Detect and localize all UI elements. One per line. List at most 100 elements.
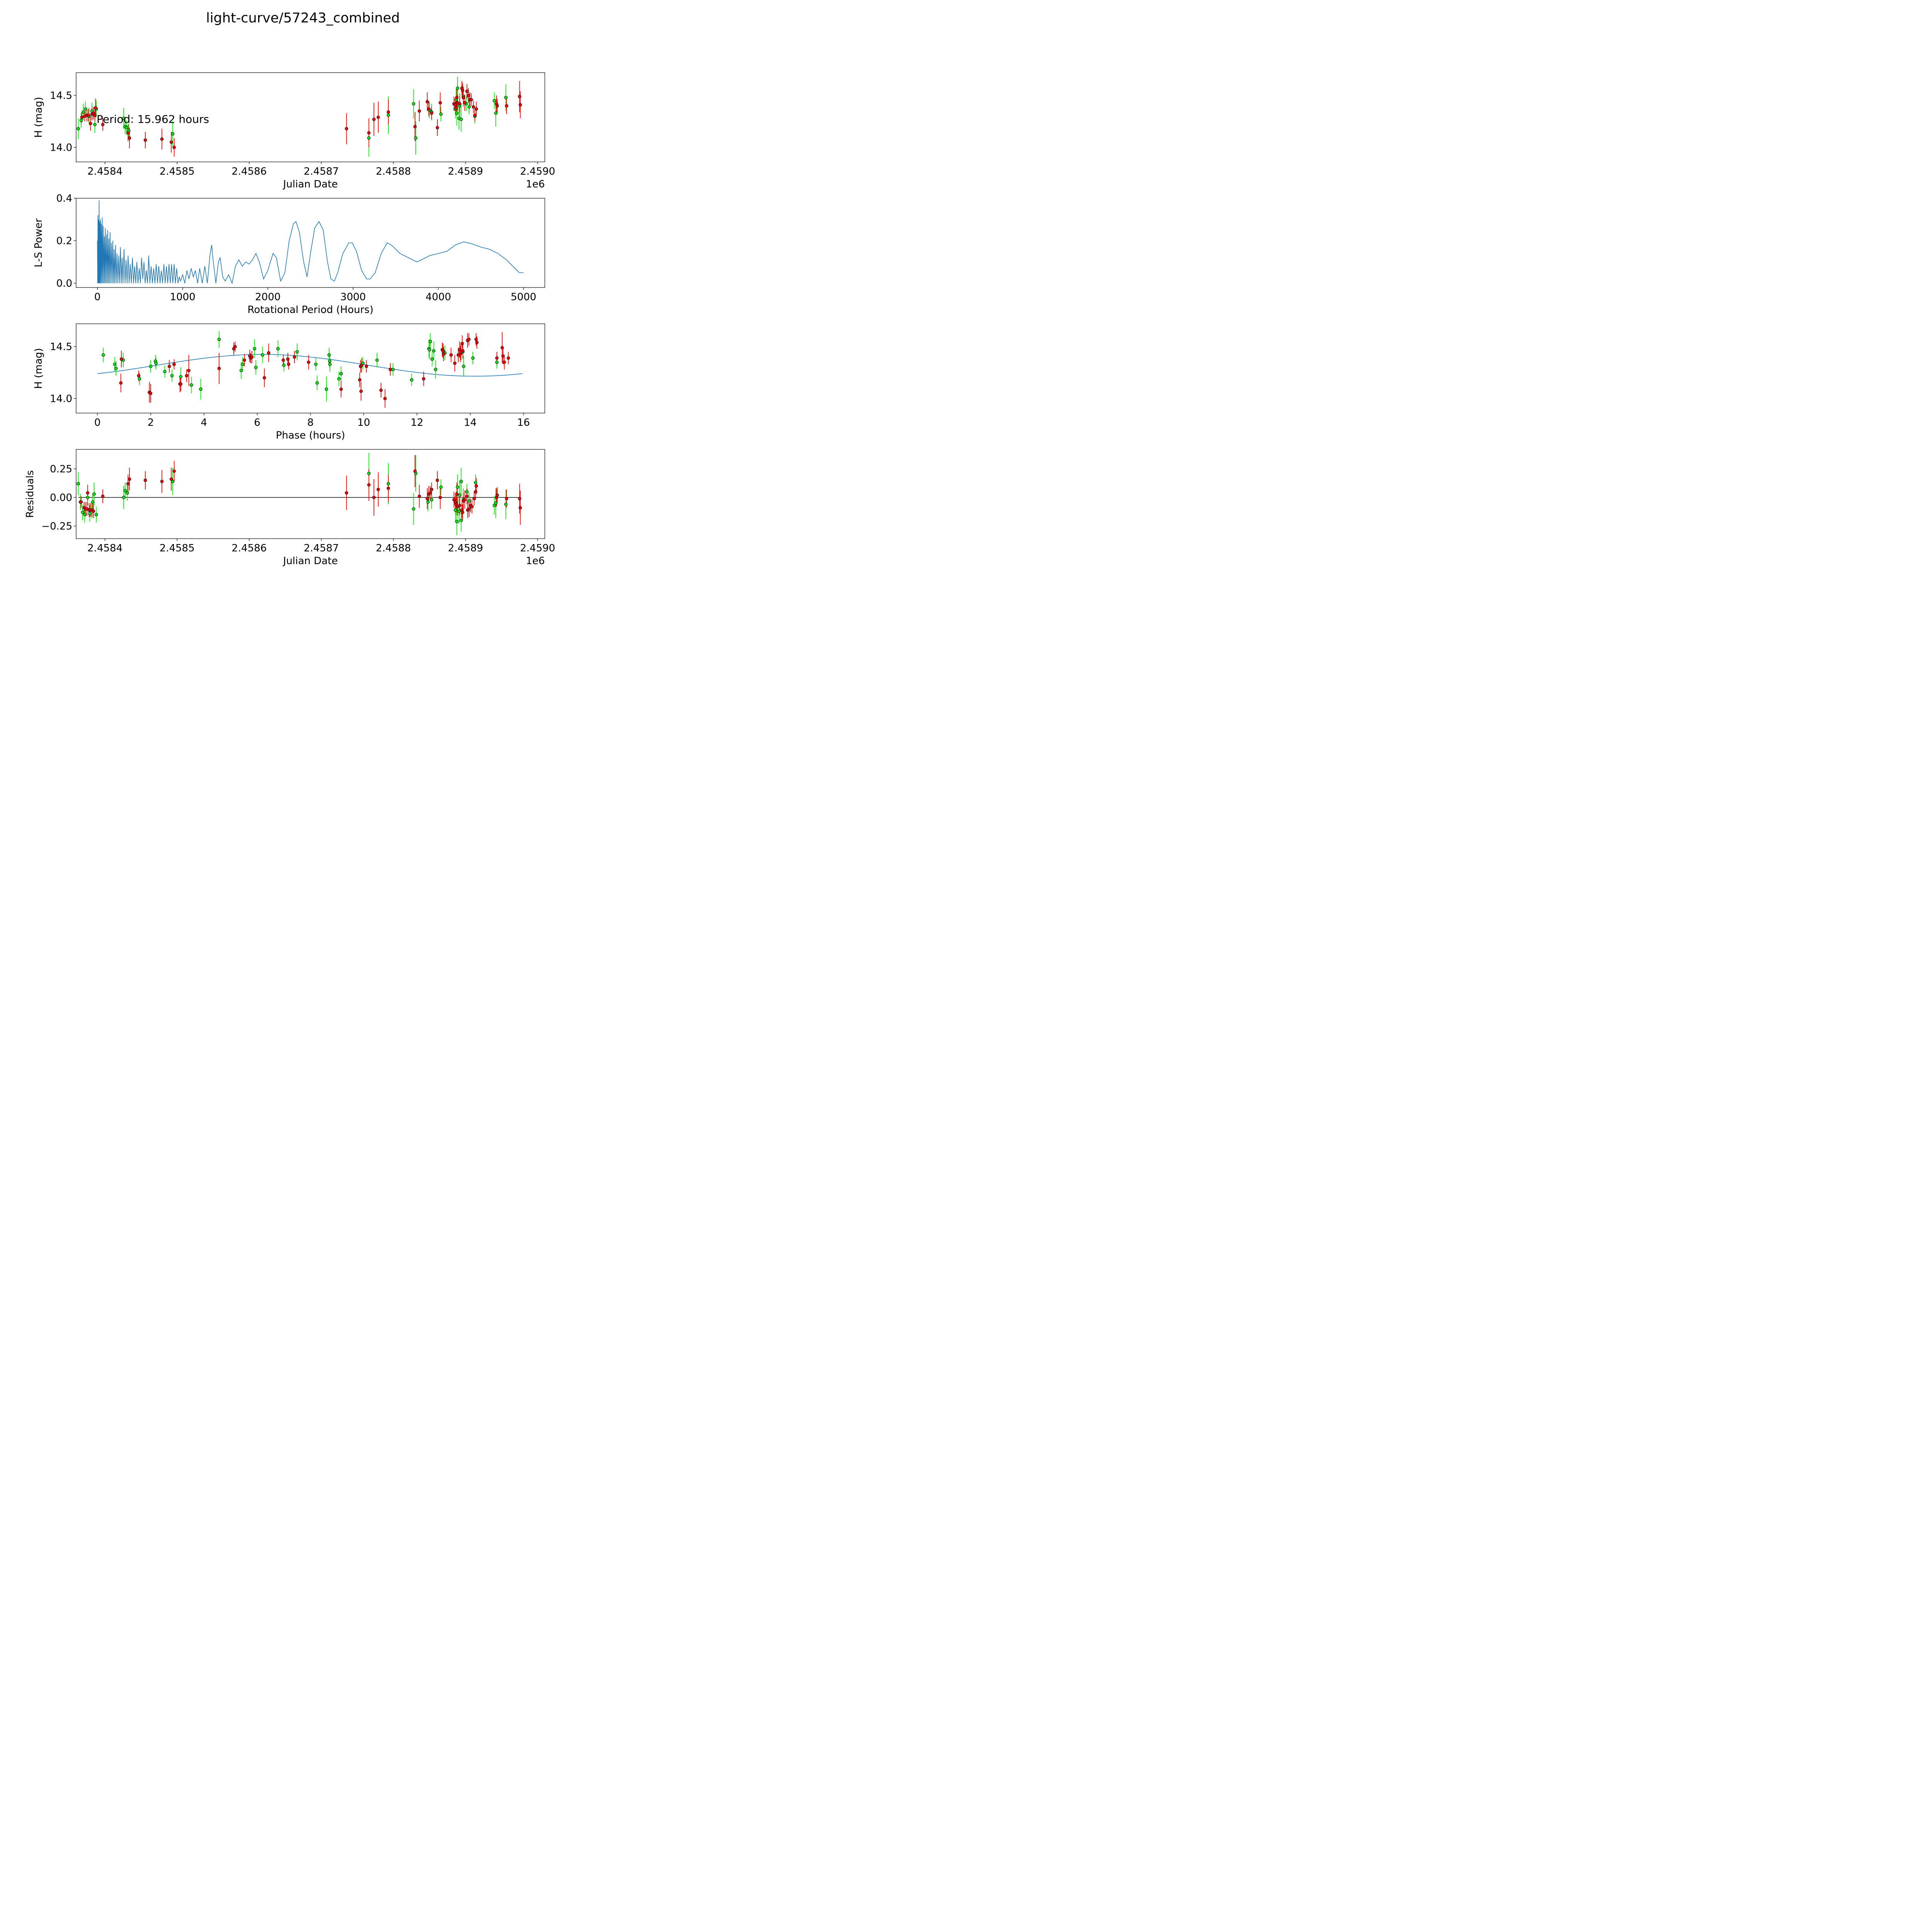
red-data-point: [250, 355, 254, 359]
green-data-point: [83, 107, 87, 111]
y-tick-label: −0.25: [41, 520, 72, 532]
red-data-point: [465, 495, 469, 498]
model-curve: [97, 354, 523, 377]
green-data-point: [337, 377, 341, 381]
red-data-point: [376, 488, 380, 491]
x-tick-label: 2: [148, 417, 154, 429]
red-data-point: [386, 110, 390, 114]
green-data-point: [375, 358, 379, 362]
red-data-point: [455, 492, 459, 496]
green-data-point: [386, 113, 390, 117]
red-data-point: [463, 498, 467, 502]
red-data-point: [417, 109, 421, 113]
red-data-point: [170, 477, 173, 481]
x-tick-label: 14: [464, 417, 476, 429]
red-data-point: [388, 367, 392, 371]
green-data-point: [253, 347, 257, 350]
green-data-point: [79, 119, 83, 122]
red-data-point: [137, 374, 141, 378]
y-tick-label: 0.00: [50, 492, 72, 503]
green-data-point: [410, 378, 413, 382]
green-data-point: [495, 361, 499, 364]
red-data-point: [427, 107, 430, 111]
plot-area: [97, 331, 523, 408]
red-data-point: [89, 122, 92, 125]
red-data-point: [500, 346, 504, 350]
red-data-point: [345, 127, 349, 131]
red-data-point: [519, 506, 522, 510]
red-data-point: [185, 374, 189, 378]
red-data-point: [467, 507, 471, 511]
green-data-point: [386, 482, 390, 486]
red-data-point: [217, 367, 221, 370]
axes-frame: [76, 449, 545, 539]
panel-periodogram: 0 1000 2000 3000 4000 5000 0.0 0.2 0.4 Rotational…: [33, 193, 545, 316]
red-data-point: [413, 469, 417, 473]
green-data-point: [170, 374, 174, 378]
red-data-point: [435, 478, 439, 482]
red-data-point: [465, 90, 469, 93]
green-data-point: [254, 366, 258, 369]
green-data-point: [122, 496, 126, 499]
red-data-point: [143, 138, 147, 142]
green-data-point: [123, 489, 127, 492]
green-data-point: [467, 499, 471, 503]
x-tick-label: 3000: [340, 291, 366, 303]
green-data-point: [474, 481, 478, 485]
x-offset-label: 1e6: [526, 179, 545, 190]
red-data-point: [475, 341, 479, 344]
green-data-point: [328, 362, 332, 366]
x-tick-label: 2.4586: [231, 543, 267, 554]
green-data-point: [81, 510, 85, 514]
red-data-point: [160, 480, 164, 483]
red-data-point: [439, 101, 442, 105]
red-data-point: [86, 491, 90, 495]
red-data-point: [454, 106, 458, 110]
green-data-point: [494, 111, 498, 115]
ls-power-line: [97, 200, 524, 284]
green-data-point: [327, 353, 331, 357]
red-data-point: [172, 146, 176, 149]
green-data-point: [412, 507, 415, 511]
x-tick-label: 2.4590: [520, 166, 555, 177]
y-tick-label: 0.2: [56, 235, 72, 247]
green-data-point: [367, 471, 371, 475]
green-data-point: [240, 369, 243, 372]
panel-phase: 0 2 4 6 8 10 12 14 16 14.0 14.5 Phase (hours) H (mag…: [33, 323, 545, 441]
plot-area: [77, 77, 522, 157]
red-data-point: [339, 387, 343, 391]
red-data-point: [79, 500, 83, 504]
red-data-point: [179, 382, 183, 386]
red-data-point: [453, 361, 457, 365]
red-data-point: [505, 104, 509, 108]
green-data-point: [77, 127, 80, 131]
green-data-point: [454, 508, 457, 512]
red-data-point: [80, 116, 84, 119]
green-data-point: [171, 132, 175, 136]
red-data-point: [518, 95, 521, 99]
green-data-point: [430, 357, 434, 361]
axes-frame: [76, 198, 545, 288]
green-data-point: [455, 520, 459, 523]
y-tick-label: 14.5: [50, 341, 72, 353]
red-data-point: [360, 364, 364, 367]
x-tick-label: 6: [254, 417, 260, 429]
red-data-point: [243, 358, 246, 362]
red-data-point: [172, 469, 176, 473]
green-data-point: [328, 359, 332, 363]
red-data-point: [101, 495, 105, 498]
green-data-point: [276, 347, 280, 350]
green-data-point: [465, 490, 469, 493]
green-data-point: [126, 491, 129, 495]
red-data-point: [505, 497, 509, 500]
red-data-point: [359, 389, 363, 393]
green-data-point: [462, 364, 466, 368]
green-data-point: [314, 362, 318, 366]
x-tick-label: 2.4588: [376, 543, 411, 554]
x-tick-label: 2.4589: [448, 543, 483, 554]
green-data-point: [439, 485, 443, 489]
green-data-point: [83, 513, 87, 517]
y-tick-label: 0.0: [56, 278, 72, 289]
red-data-point: [461, 96, 465, 99]
red-data-point: [286, 357, 290, 361]
